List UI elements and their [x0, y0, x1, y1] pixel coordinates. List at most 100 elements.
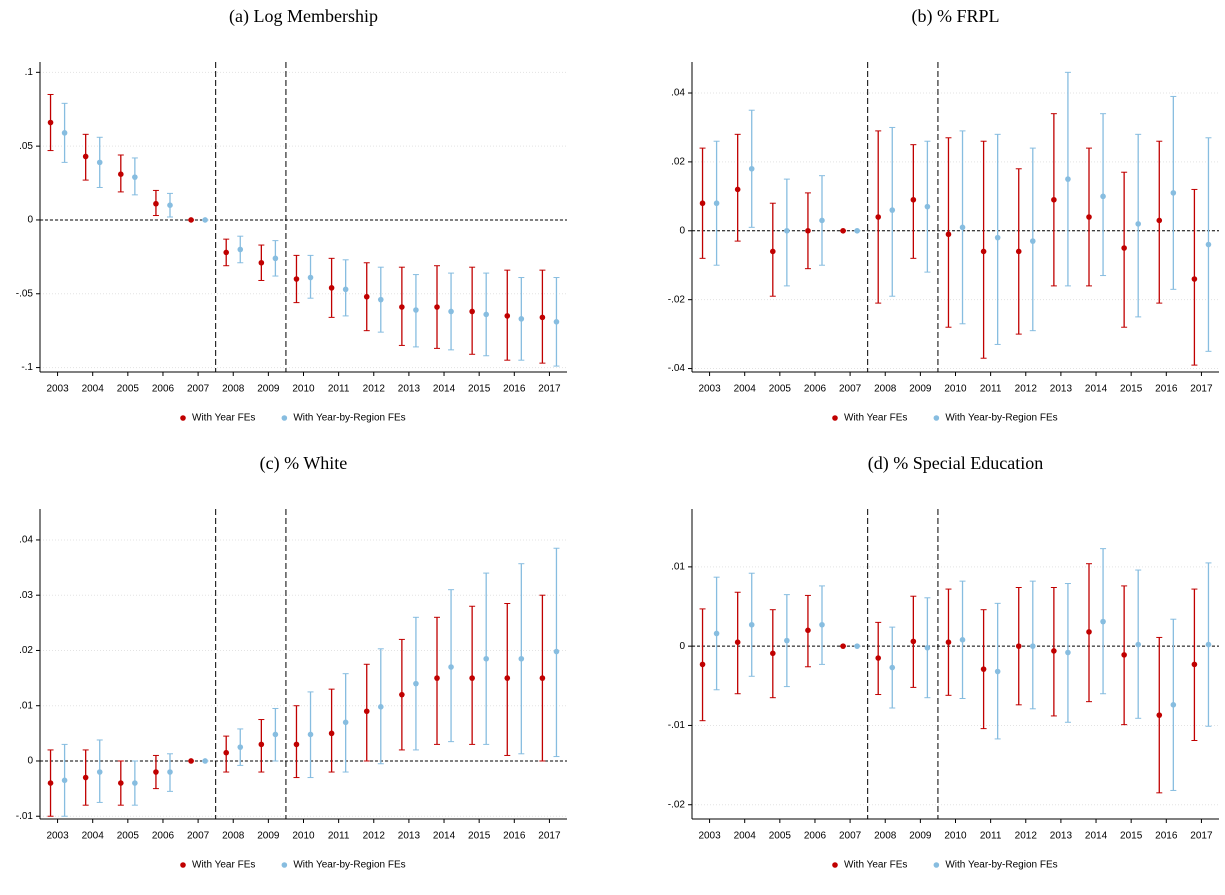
x-tick-label: 2006	[804, 384, 827, 395]
point	[805, 627, 811, 634]
x-tick-label: 2013	[1050, 831, 1073, 842]
y-tick-label: -.04	[668, 363, 686, 374]
x-tick-label: 2015	[468, 831, 491, 842]
x-tick-label: 2007	[839, 384, 862, 395]
panel-title: (b) % FRPL	[911, 6, 999, 27]
y-tick-label: .04	[671, 88, 685, 99]
x-tick-label: 2009	[257, 384, 280, 395]
x-tick-label: 2015	[468, 384, 491, 395]
point	[483, 655, 489, 662]
x-tick-label: 2009	[909, 384, 932, 395]
point	[770, 248, 776, 255]
point	[153, 769, 159, 775]
point	[1029, 238, 1036, 244]
point	[469, 308, 475, 315]
point	[1029, 643, 1036, 649]
point	[377, 704, 384, 710]
point	[539, 675, 546, 681]
y-tick-label: .03	[19, 590, 33, 601]
point	[770, 650, 776, 657]
panel-title: (a) Log Membership	[229, 6, 378, 27]
point	[1051, 648, 1057, 654]
x-tick-label: 2004	[82, 384, 105, 395]
y-tick-label: -.02	[668, 294, 686, 305]
y-tick-label: .01	[671, 562, 685, 573]
point	[47, 119, 54, 126]
point	[413, 307, 419, 313]
x-tick-label: 2014	[1085, 384, 1108, 395]
panel: (c) % White -.01 0 .01 .02 .03 .04 2003 2004 2005…	[16, 453, 567, 871]
point	[819, 621, 825, 628]
point	[61, 777, 68, 784]
point	[553, 319, 560, 325]
point	[734, 639, 741, 645]
x-tick-label: 2010	[292, 831, 315, 842]
point	[307, 731, 314, 738]
panel-title: (c) % White	[260, 453, 348, 474]
legend-label: With Year-by-Region FEs	[945, 413, 1057, 424]
point	[699, 200, 706, 207]
x-tick-label: 2016	[1155, 831, 1178, 842]
point	[202, 758, 208, 764]
y-tick-label: 0	[27, 756, 33, 767]
point	[959, 637, 966, 643]
point	[994, 668, 1001, 675]
legend-label: With Year FEs	[192, 413, 255, 424]
legend-marker	[933, 415, 940, 421]
x-tick-label: 2007	[839, 831, 862, 842]
x-tick-label: 2010	[944, 831, 967, 842]
x-tick-label: 2012	[363, 384, 386, 395]
legend-marker	[832, 862, 838, 868]
x-tick-label: 2017	[1190, 384, 1213, 395]
point	[82, 153, 89, 160]
x-tick-label: 2012	[1015, 384, 1038, 395]
x-tick-label: 2009	[909, 831, 932, 842]
x-tick-label: 2006	[804, 831, 827, 842]
point	[840, 227, 846, 234]
point	[1156, 712, 1163, 718]
y-tick-label: -.1	[21, 362, 33, 373]
point	[980, 666, 987, 672]
y-tick-label: 0	[27, 215, 33, 226]
x-tick-label: 2008	[874, 831, 897, 842]
legend-label: With Year FEs	[844, 413, 907, 424]
x-tick-label: 2017	[538, 831, 561, 842]
x-tick-label: 2014	[1085, 831, 1108, 842]
point	[61, 130, 68, 136]
point	[434, 675, 440, 681]
point	[1156, 217, 1163, 224]
point	[328, 285, 335, 291]
legend-marker	[281, 415, 288, 421]
x-tick-label: 2003	[698, 384, 721, 395]
point	[1015, 643, 1022, 649]
y-tick-label: -.01	[668, 720, 686, 731]
point	[1205, 641, 1212, 648]
x-tick-label: 2016	[503, 384, 526, 395]
x-tick-label: 2016	[503, 831, 526, 842]
x-tick-label: 2014	[433, 831, 456, 842]
point	[377, 296, 384, 303]
x-tick-label: 2016	[1155, 384, 1178, 395]
point	[1121, 245, 1127, 251]
point	[748, 621, 755, 628]
point	[1100, 618, 1106, 625]
legend-marker	[281, 862, 288, 868]
x-tick-label: 2011	[980, 831, 1002, 842]
legend-marker	[180, 415, 186, 421]
point	[293, 276, 300, 282]
point	[469, 675, 475, 681]
point	[994, 234, 1001, 241]
point	[223, 749, 230, 756]
x-tick-label: 2003	[46, 831, 69, 842]
point	[167, 202, 173, 208]
point	[504, 675, 511, 681]
point	[959, 224, 966, 231]
x-tick-label: 2009	[257, 831, 280, 842]
legend-label: With Year FEs	[192, 860, 255, 871]
y-tick-label: .1	[25, 67, 34, 78]
y-tick-label: .02	[671, 157, 685, 168]
point	[748, 165, 755, 172]
x-tick-label: 2010	[292, 384, 315, 395]
point	[363, 708, 370, 715]
